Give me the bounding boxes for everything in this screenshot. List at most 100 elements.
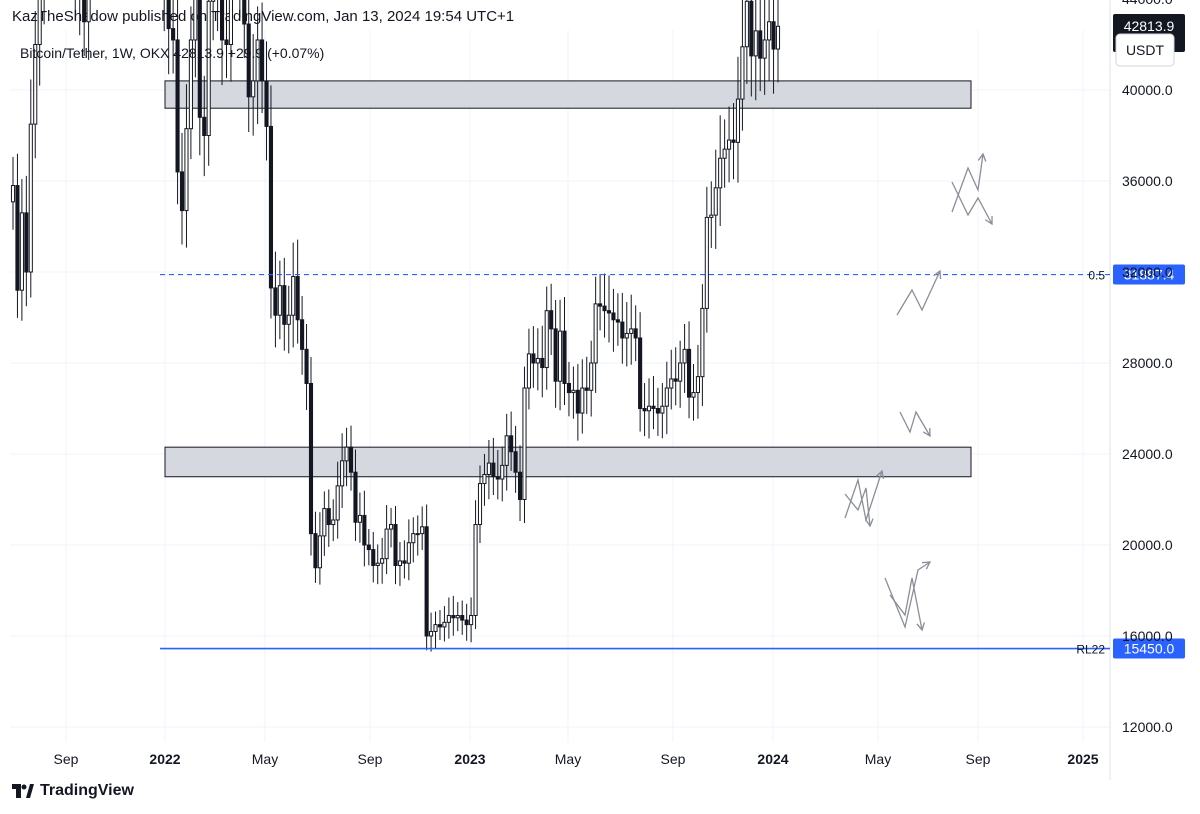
candle-body [353,471,358,523]
projection-arrow [951,181,993,225]
candle [433,611,438,649]
candle-body [15,185,20,291]
chart-legend: Bitcoin/Tether, 1W, OKX 42813.9 +29.9 (+… [20,45,324,61]
candle [704,186,709,333]
candle [357,492,362,543]
candle-body [411,533,416,544]
candle-body [651,405,656,410]
candle-body [700,307,705,378]
candle-body [446,615,451,623]
x-tick-label: Sep [54,751,79,767]
candle [669,349,674,410]
candle-body [558,330,563,382]
arrow-head [875,469,885,479]
candle-body [308,382,314,535]
candle-body [437,624,443,628]
candle [700,284,705,406]
candle-body [219,0,225,41]
candle-body [460,615,465,621]
sr-zone [164,446,972,478]
candle [562,297,567,406]
candle-body [211,0,216,2]
candle-body [322,508,327,537]
candle-body [727,139,732,150]
candle-body [606,310,612,314]
candlestick-chart[interactable]: 59692.057158.448184.8RH2231887.40.515450… [0,0,1200,780]
candle-body [553,328,558,382]
candle [646,378,652,439]
candle [691,364,696,421]
level-tag: RL22 [1076,643,1105,657]
candle [74,0,76,21]
candle [211,0,216,41]
candle [446,597,451,639]
projection-arrow [951,153,984,213]
candle [589,340,594,417]
candle [344,427,349,487]
candle [166,0,171,75]
candle [624,302,629,367]
candle [727,106,732,183]
candle-body [380,558,385,564]
candle [304,323,309,410]
candle-body [184,128,189,212]
candle-body [300,319,305,350]
candle [219,0,225,86]
candle [673,347,678,406]
candle [638,312,643,432]
candle [10,157,16,230]
candle [580,359,585,434]
candle-body [393,524,398,566]
candle-body [82,0,87,23]
candle-body [264,80,269,127]
candle [313,511,318,583]
candle [513,425,518,493]
footer-brand[interactable]: TradingView [40,782,134,799]
candle [651,375,656,430]
candle [246,0,251,133]
candle-body [580,387,585,414]
y-tick-label: 32000.0 [1122,264,1173,280]
candle [188,6,193,160]
candle-body [246,23,251,98]
level-label: 15450.0 [1124,641,1175,657]
candle [678,340,683,408]
candle [486,440,491,500]
candle-body [482,473,487,485]
candle-body [415,533,420,536]
candle-body [371,549,376,566]
candle-body [33,44,38,125]
candle-body [509,435,514,453]
candle-body [473,524,478,617]
candle [753,0,758,101]
y-tick-label: 40000.0 [1122,82,1173,98]
candle [558,299,563,411]
x-axis: Sep 2022 May Sep 2023 May Sep 2024 May Sep 2025 [54,751,1099,767]
candle [495,450,500,500]
candle-body [629,328,634,334]
candle [171,0,176,74]
candle-body [451,615,456,619]
candle-body [273,287,278,316]
currency-button[interactable]: USDT [1115,33,1175,67]
candle [175,0,180,205]
x-tick-label: 2025 [1067,751,1098,767]
candle [749,0,754,97]
y-tick-label: 44000.0 [1122,0,1173,7]
x-tick-label: May [252,751,278,767]
level-tag: 0.5 [1088,269,1105,283]
y-tick-label: 36000.0 [1122,173,1173,189]
candle-body [749,0,754,57]
candle-body [664,387,669,407]
candle-body [317,535,322,569]
x-tick-label: May [555,751,581,767]
candle-body [464,619,469,626]
candle-body [331,519,336,526]
candle [771,0,776,94]
candle [718,115,723,226]
level-label-bg [1113,264,1185,285]
arrow-head [933,269,942,280]
candle [429,612,434,652]
candle [571,366,576,419]
candle-body [691,392,696,398]
